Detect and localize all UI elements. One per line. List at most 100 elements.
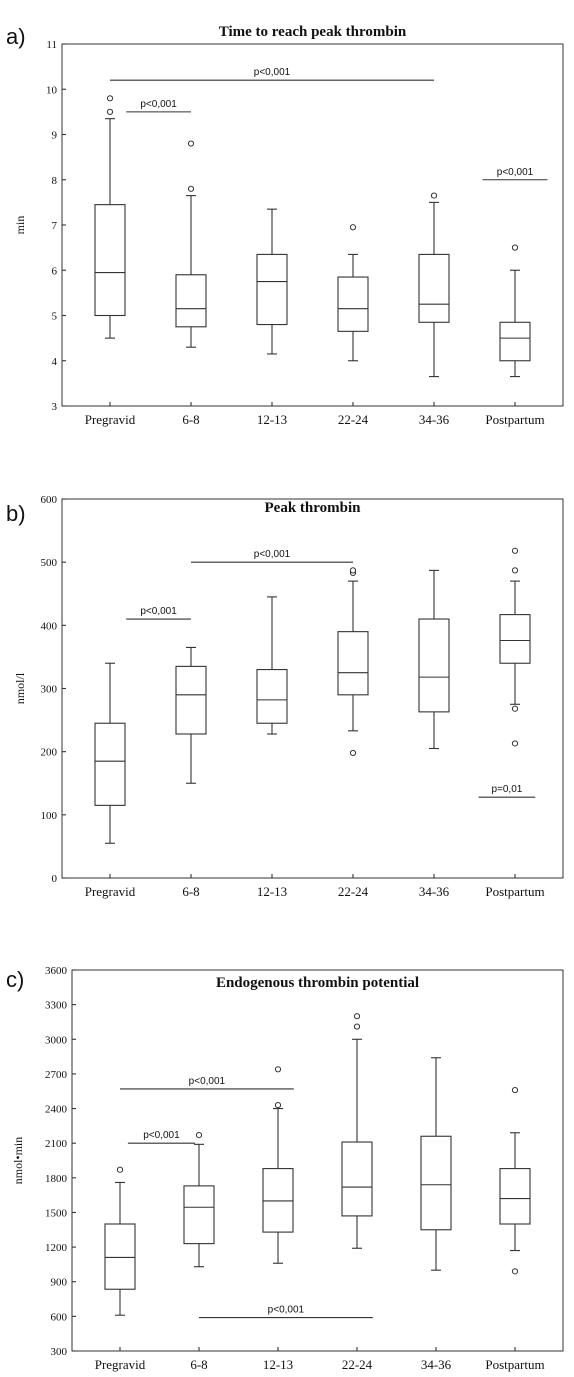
y-tick-label: 2100 xyxy=(45,1138,68,1150)
x-tick-label: 12-13 xyxy=(263,1357,293,1372)
outlier-point xyxy=(349,567,357,574)
significance-label: p<0,001 xyxy=(140,606,177,617)
chart-title: Endogenous thrombin potential xyxy=(216,975,419,991)
box-34-36 xyxy=(418,253,450,323)
x-tick-label: Pregravid xyxy=(95,1357,146,1372)
x-tick-label: Pregravid xyxy=(85,412,136,427)
outlier-point xyxy=(511,547,519,554)
y-tick-label: 9 xyxy=(52,130,58,142)
significance-label: p<0,001 xyxy=(189,1076,226,1087)
plot-frame xyxy=(61,498,564,879)
box-pregravid xyxy=(104,1223,136,1290)
box-34-36 xyxy=(420,1135,452,1231)
x-tick-label: 34-36 xyxy=(419,412,450,427)
outlier-point xyxy=(274,1101,282,1109)
x-tick-label: 22-24 xyxy=(338,884,369,899)
box-pregravid xyxy=(94,204,126,317)
box-postpartum xyxy=(499,614,531,664)
y-axis-label: nmol•min xyxy=(11,1137,25,1185)
x-tick-label: 6-8 xyxy=(182,884,199,899)
x-tick-label: 12-13 xyxy=(257,884,287,899)
outlier-point xyxy=(353,1023,361,1030)
outlier-point xyxy=(116,1166,124,1173)
y-tick-label: 1800 xyxy=(45,1173,68,1185)
outlier-point xyxy=(106,108,114,115)
outlier-point xyxy=(430,192,438,199)
panel-label: c) xyxy=(6,967,24,992)
x-tick-label: 34-36 xyxy=(419,884,450,899)
significance-label: p<0,001 xyxy=(254,549,291,560)
box-12-13 xyxy=(262,1168,294,1233)
y-tick-label: 1500 xyxy=(45,1207,68,1219)
significance-label: p<0,001 xyxy=(143,1130,180,1141)
panel-label: a) xyxy=(6,24,26,49)
plot-frame xyxy=(71,969,564,1352)
x-tick-label: 6-8 xyxy=(190,1357,207,1372)
outlier-point xyxy=(511,1086,519,1094)
box-6-8 xyxy=(175,274,207,328)
y-tick-label: 6 xyxy=(52,265,58,277)
outlier-point xyxy=(187,185,195,192)
chart-title: Peak thrombin xyxy=(265,500,362,516)
y-tick-label: 100 xyxy=(41,810,58,822)
chart-title: Time to reach peak thrombin xyxy=(219,24,407,40)
y-tick-label: 2400 xyxy=(45,1104,68,1116)
outlier-point xyxy=(106,95,114,102)
x-tick-label: Postpartum xyxy=(485,884,544,899)
y-tick-label: 300 xyxy=(51,1346,68,1358)
y-tick-label: 400 xyxy=(41,620,58,632)
box-6-8 xyxy=(183,1185,215,1245)
y-tick-label: 7 xyxy=(52,220,58,232)
y-tick-label: 1200 xyxy=(45,1242,68,1254)
box-pregravid xyxy=(94,722,126,806)
y-tick-label: 300 xyxy=(41,684,58,696)
significance-label: p<0,001 xyxy=(497,167,534,178)
box-22-24 xyxy=(337,631,369,696)
box-6-8 xyxy=(175,665,207,735)
outlier-point xyxy=(511,1268,519,1275)
x-tick-label: Postpartum xyxy=(485,412,544,427)
y-tick-label: 600 xyxy=(41,494,58,506)
significance-label: p<0,001 xyxy=(140,99,177,110)
y-tick-label: 8 xyxy=(52,175,58,187)
x-tick-label: 6-8 xyxy=(182,412,199,427)
y-tick-label: 500 xyxy=(41,557,58,569)
y-tick-label: 200 xyxy=(41,747,58,759)
panel-label: b) xyxy=(6,501,26,526)
box-22-24 xyxy=(341,1141,373,1217)
outlier-point xyxy=(349,749,357,757)
outlier-point xyxy=(511,244,519,251)
y-tick-label: 3 xyxy=(52,401,58,413)
outlier-point xyxy=(274,1066,282,1073)
y-tick-label: 2700 xyxy=(45,1069,68,1081)
significance-label: p<0,001 xyxy=(268,1305,305,1316)
y-tick-label: 3300 xyxy=(45,1000,68,1012)
box-postpartum xyxy=(499,321,531,362)
y-tick-label: 3600 xyxy=(45,965,68,977)
significance-label: p=0,01 xyxy=(491,784,522,795)
outlier-point xyxy=(511,567,519,574)
outlier-point xyxy=(349,224,357,231)
box-postpartum xyxy=(499,1168,531,1225)
y-tick-label: 3000 xyxy=(45,1034,68,1046)
outlier-point xyxy=(511,705,519,712)
box-22-24 xyxy=(337,276,369,332)
y-tick-label: 0 xyxy=(52,873,58,885)
y-tick-label: 10 xyxy=(46,84,58,96)
outlier-point xyxy=(195,1132,203,1139)
y-tick-label: 4 xyxy=(52,356,58,368)
x-tick-label: 12-13 xyxy=(257,412,287,427)
y-tick-label: 600 xyxy=(51,1311,68,1323)
box-34-36 xyxy=(418,618,450,713)
y-tick-label: 11 xyxy=(46,39,57,51)
box-12-13 xyxy=(256,668,288,724)
x-tick-label: 22-24 xyxy=(342,1357,373,1372)
outlier-point xyxy=(187,140,195,147)
y-tick-label: 900 xyxy=(51,1277,68,1289)
outlier-point xyxy=(353,1013,361,1020)
y-axis-label: nmol/l xyxy=(13,672,27,704)
y-axis-label: min xyxy=(13,216,27,235)
x-tick-label: Pregravid xyxy=(85,884,136,899)
y-tick-label: 5 xyxy=(52,311,58,323)
